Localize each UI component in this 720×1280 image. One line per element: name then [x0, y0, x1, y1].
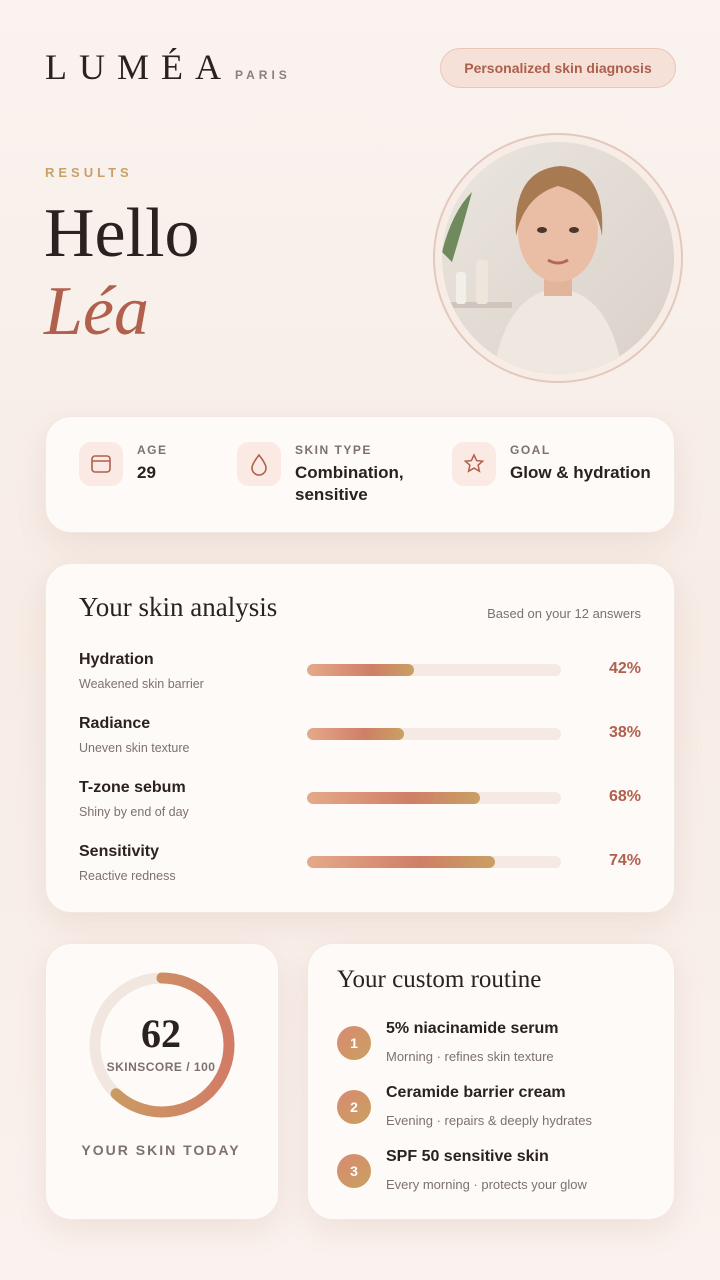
- city: PARIS: [235, 68, 291, 82]
- metric-name: Sensitivity: [79, 843, 160, 860]
- avatar-photo: [442, 142, 674, 374]
- profile-value: Glow & hydration: [510, 463, 651, 482]
- bar-track: [307, 792, 561, 804]
- score-value: 62: [141, 1011, 181, 1056]
- metric-name: Radiance: [79, 715, 151, 732]
- step-number: 3: [337, 1154, 371, 1188]
- profile-value: 29: [137, 463, 156, 482]
- icon-glyph: [463, 453, 485, 473]
- metric-note: Uneven skin texture: [79, 741, 190, 755]
- step-title: Ceramide barrier cream: [386, 1084, 566, 1101]
- avatar: [433, 133, 683, 383]
- profile-icon: [79, 442, 123, 486]
- metric-name: Hydration: [79, 651, 154, 668]
- score-label: SKINSCORE / 100: [106, 1060, 216, 1074]
- bar: [307, 856, 495, 868]
- step-title: SPF 50 sensitive skin: [386, 1148, 549, 1165]
- ring-arc: [89, 972, 235, 1118]
- metric-note: Shiny by end of day: [79, 805, 189, 819]
- step-number: 1: [337, 1026, 371, 1060]
- icon-glyph: [91, 455, 111, 473]
- profile-label: AGE: [137, 443, 168, 457]
- profile-label: GOAL: [510, 443, 551, 457]
- metric-note: Weakened skin barrier: [79, 677, 204, 691]
- analysis-subtitle: Based on your 12 answers: [487, 606, 641, 621]
- badge: Personalized skin diagnosis: [440, 48, 676, 88]
- bar: [307, 664, 414, 676]
- brand: LUMÉA: [45, 47, 233, 87]
- profile-card: [45, 416, 675, 533]
- profile-label: SKIN TYPE: [295, 443, 372, 457]
- metric-value: 68%: [608, 788, 641, 805]
- step-title: 5% niacinamide serum: [386, 1020, 559, 1037]
- greeting: Hello: [44, 195, 200, 272]
- bar: [307, 728, 404, 740]
- metric-value: 74%: [608, 852, 641, 869]
- analysis-title: Your skin analysis: [79, 592, 278, 622]
- metric-name: T-zone sebum: [79, 779, 186, 796]
- icon-glyph: [251, 453, 267, 476]
- routine-title: Your custom routine: [337, 966, 542, 993]
- profile-icon: [452, 442, 496, 486]
- step-number: 2: [337, 1090, 371, 1124]
- metric-value: 42%: [608, 660, 641, 677]
- bar-track: [307, 664, 561, 676]
- user-name: Léa: [44, 273, 149, 350]
- step-note: Evening · repairs & deeply hydrates: [386, 1113, 592, 1128]
- step-note: Every morning · protects your glow: [386, 1177, 587, 1192]
- score-caption: YOUR SKIN TODAY: [81, 1142, 241, 1158]
- step-note: Morning · refines skin texture: [386, 1049, 554, 1064]
- bar: [307, 792, 480, 804]
- bar-track: [307, 856, 561, 868]
- metric-note: Reactive redness: [79, 869, 176, 883]
- metric-value: 38%: [608, 724, 641, 741]
- profile-icon: [237, 442, 281, 486]
- bar-track: [307, 728, 561, 740]
- score-ring: [89, 972, 235, 1118]
- profile-value: Combination, sensitive: [295, 463, 404, 504]
- eyebrow: RESULTS: [45, 165, 133, 180]
- score-card: [45, 943, 279, 1220]
